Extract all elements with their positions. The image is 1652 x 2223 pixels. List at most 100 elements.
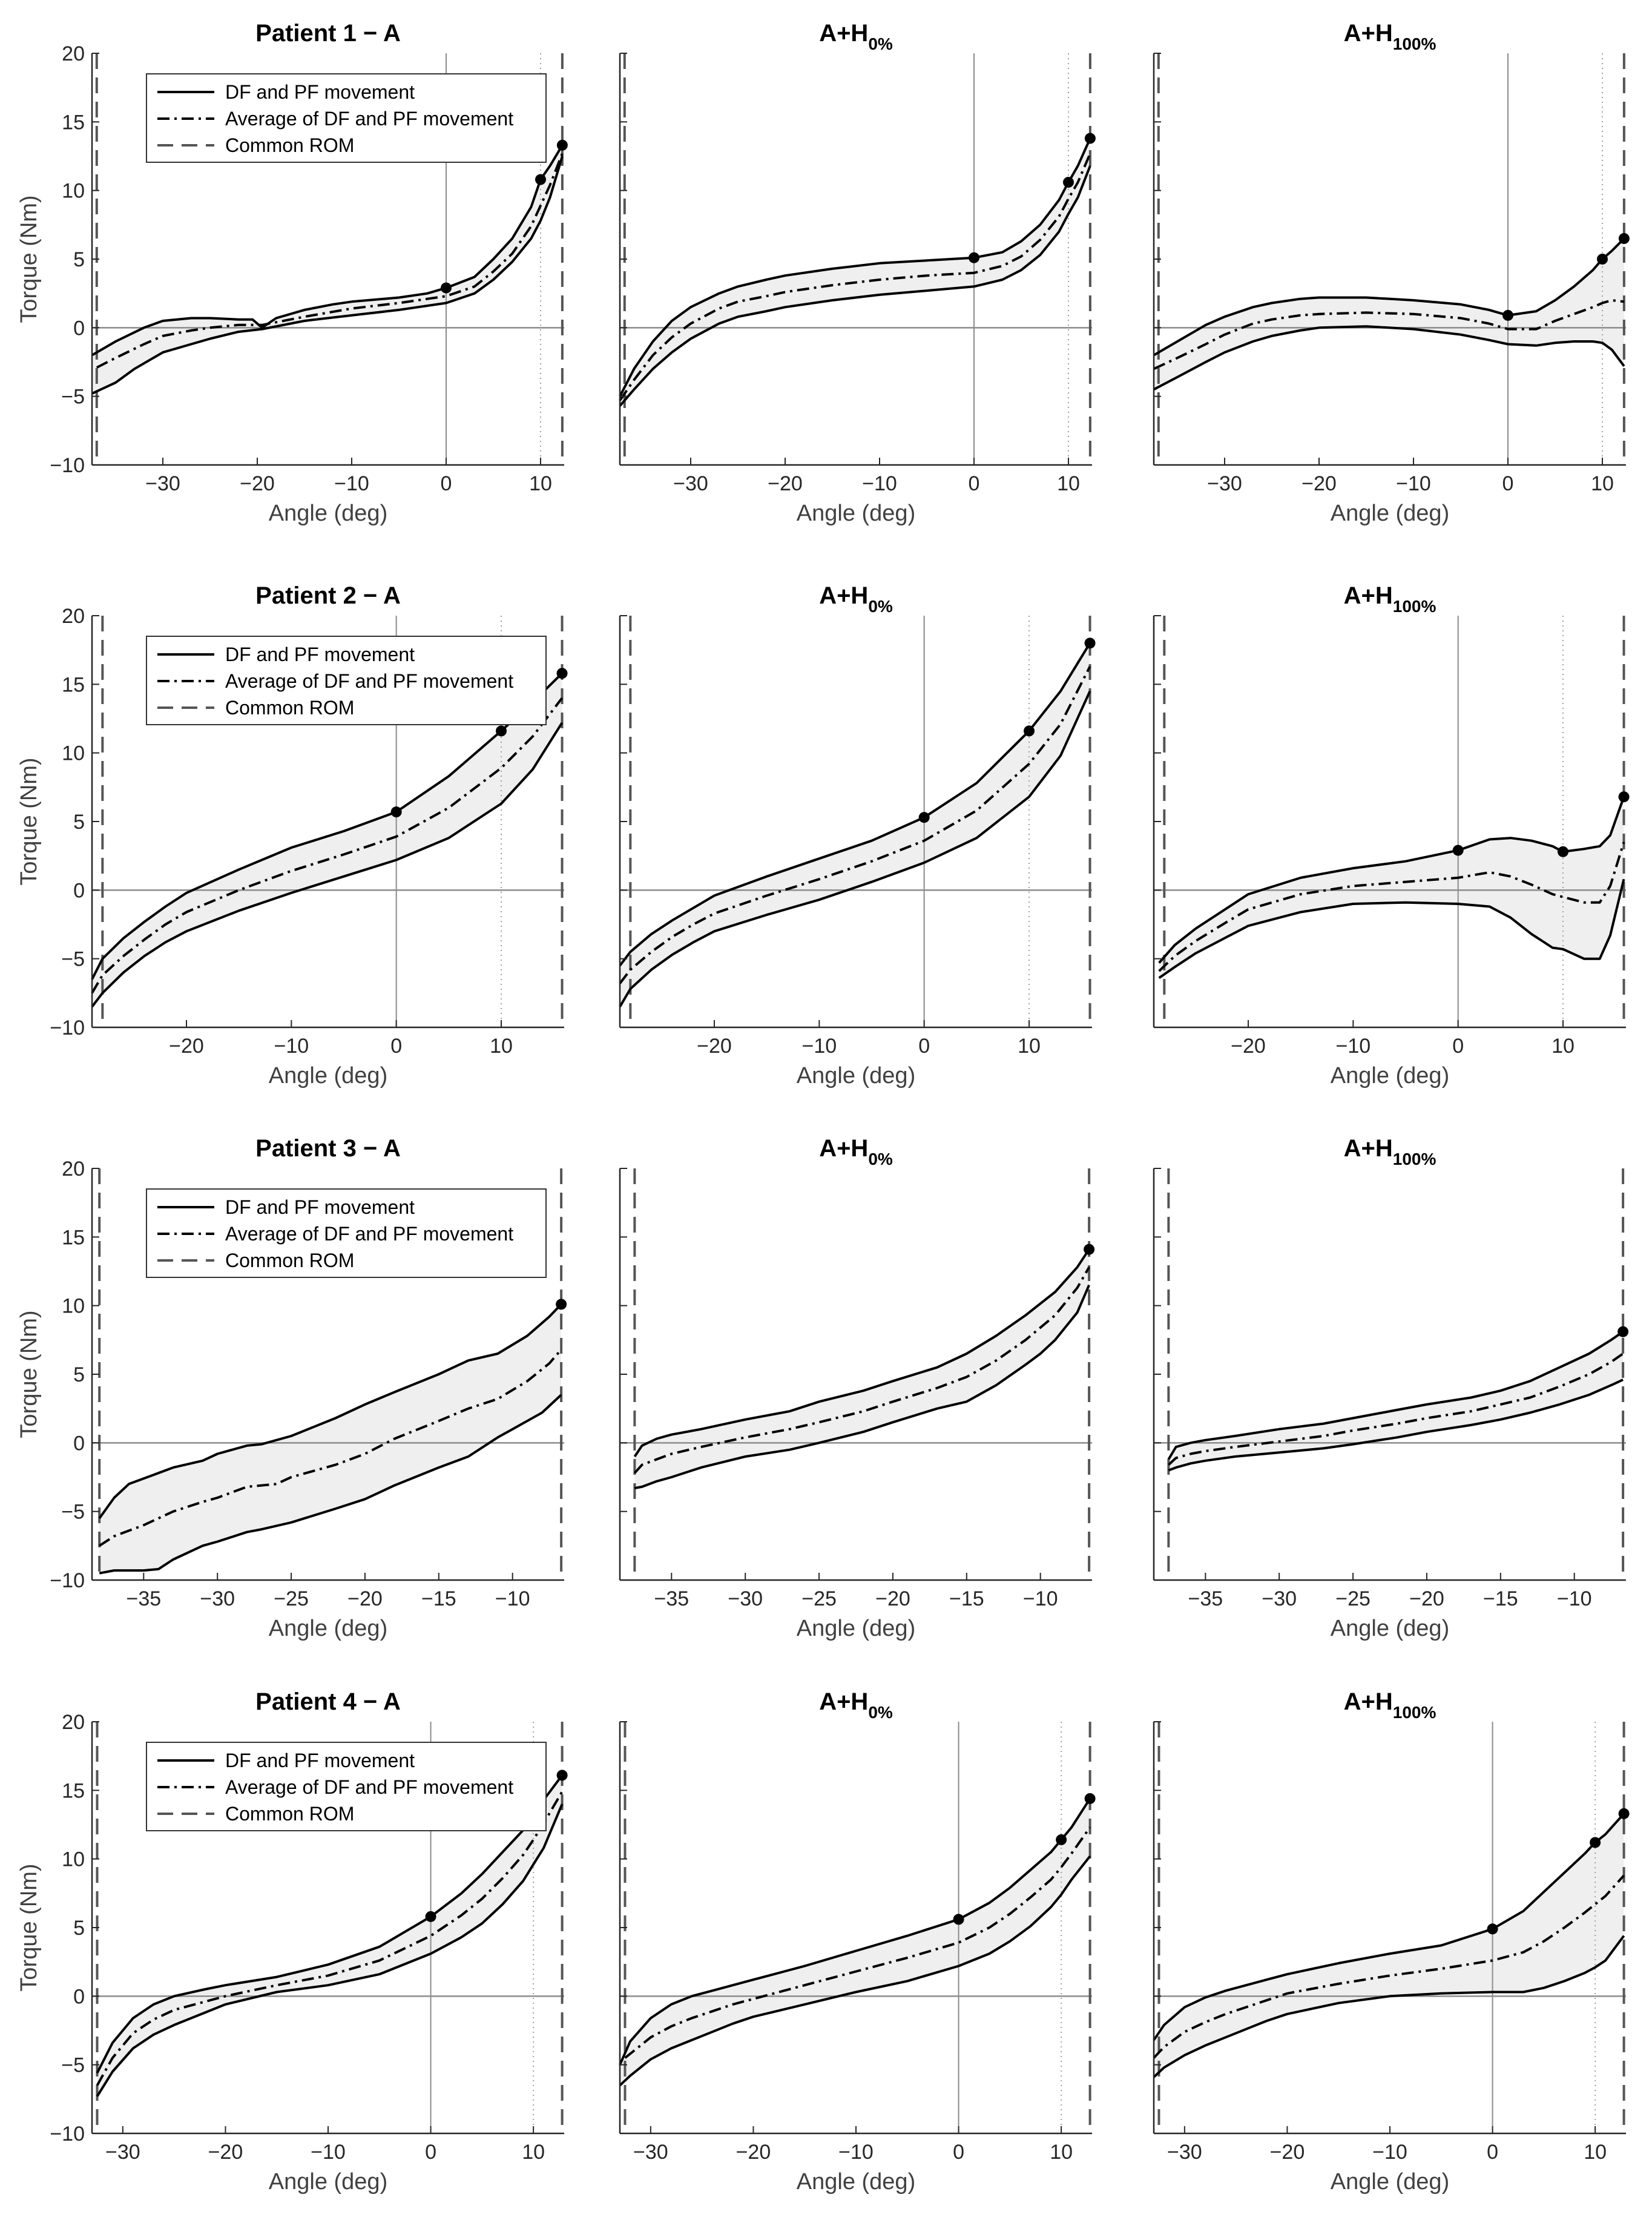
df-pf-curve-upper <box>1153 237 1625 357</box>
df-pf-curve-upper <box>1167 1331 1624 1460</box>
data-point-marker <box>556 668 568 679</box>
x-tick-label: −20 <box>208 2141 243 2164</box>
subplot-title-main: A+H <box>1344 1135 1393 1162</box>
x-tick-label: −20 <box>768 472 803 495</box>
y-axis-label: Torque (Nm) <box>16 1310 42 1438</box>
x-axis-label: Angle (deg) <box>269 1616 387 1641</box>
data-point-marker <box>1618 791 1630 803</box>
legend: DF and PF movement Average of DF and PF m… <box>146 636 547 725</box>
df-pf-curve-lower <box>619 1855 1091 2087</box>
x-axis-label: Angle (deg) <box>797 2169 915 2195</box>
subplot-title-main: A+H <box>819 1688 868 1715</box>
df-pf-curve-upper <box>633 1248 1090 1458</box>
subplot-title-main: Patient 2 − A <box>255 582 401 609</box>
data-point-marker <box>1084 1243 1095 1255</box>
data-point-marker <box>556 1770 568 1781</box>
legend-box <box>146 636 547 725</box>
y-tick-label: −10 <box>50 1016 85 1039</box>
x-tick-label: 0 <box>953 2141 964 2164</box>
y-tick-label: −5 <box>61 948 85 971</box>
x-tick-label: 10 <box>1584 2141 1607 2164</box>
data-point-marker <box>1502 309 1513 321</box>
average-curve <box>96 153 564 369</box>
x-tick-label: −10 <box>1023 1587 1058 1610</box>
shaded-region <box>1154 1813 1624 2078</box>
x-tick-label: 10 <box>1591 472 1614 495</box>
data-point-marker <box>1063 177 1074 188</box>
average-curve <box>96 1791 564 2086</box>
data-point-marker <box>1452 845 1464 856</box>
df-pf-curve-lower <box>96 1803 564 2097</box>
legend-label: DF and PF movement <box>225 644 415 665</box>
shaded-region <box>634 1249 1090 1489</box>
x-tick-label: 0 <box>918 1035 930 1058</box>
y-tick-label: −10 <box>50 454 85 477</box>
df-pf-curve-lower <box>91 722 564 1008</box>
subplot-title-subscript: 100% <box>1393 597 1436 616</box>
df-pf-curve-upper <box>1158 796 1625 964</box>
subplot-title-main: A+H <box>819 582 868 609</box>
subplot-3-2: −35 −30 −25 −20 −15 −10 Angle (deg) A+H0% <box>619 1135 1095 1641</box>
subplot-title: A+H100% <box>1344 1135 1436 1168</box>
x-tick-label: 0 <box>1487 2141 1498 2164</box>
subplot-4-2: −30 −20 −10 0 10 Angle (deg) A+H0% <box>619 1688 1096 2195</box>
x-tick-label: −20 <box>240 472 275 495</box>
y-tick-label: 0 <box>73 879 85 902</box>
y-tick-label: −5 <box>61 386 85 409</box>
x-tick-label: −20 <box>1302 472 1337 495</box>
subplot-title: A+H100% <box>1344 582 1436 616</box>
df-pf-curve-upper <box>98 1303 562 1520</box>
df-pf-curve-lower <box>1153 1935 1625 2078</box>
x-tick-label: −35 <box>1188 1587 1223 1610</box>
subplot-title: A+H0% <box>819 1135 893 1168</box>
shaded-region <box>1168 1331 1624 1470</box>
shaded-region <box>620 1798 1090 2086</box>
shaded-region <box>92 145 562 394</box>
x-tick-label: −20 <box>1270 2141 1305 2164</box>
y-tick-label: 15 <box>62 1226 85 1249</box>
data-point-marker <box>1590 1837 1601 1848</box>
legend-label: Common ROM <box>225 134 354 156</box>
x-tick-label: 0 <box>390 1035 402 1058</box>
x-tick-label: −10 <box>495 1587 530 1610</box>
legend-label: DF and PF movement <box>225 1750 415 1771</box>
shaded-region <box>620 138 1090 406</box>
average-curve <box>1153 1874 1625 2059</box>
x-axis-label: Angle (deg) <box>269 2169 387 2195</box>
x-tick-label: −10 <box>862 472 897 495</box>
df-pf-curve-upper <box>91 672 563 980</box>
subplot-2-2: −20 −10 0 10 Angle (deg) A+H0% <box>619 582 1096 1088</box>
x-axis-label: Angle (deg) <box>797 1616 915 1641</box>
x-tick-label: 10 <box>1552 1035 1575 1058</box>
x-tick-label: 0 <box>425 2141 436 2164</box>
x-tick-label: 10 <box>1050 2141 1073 2164</box>
y-axis-label: Torque (Nm) <box>16 1863 42 1991</box>
x-tick-label: −15 <box>949 1587 984 1610</box>
shaded-region <box>92 673 562 1007</box>
x-tick-label: −20 <box>1409 1587 1444 1610</box>
y-tick-label: 0 <box>73 317 85 340</box>
y-tick-label: 10 <box>62 1295 85 1318</box>
subplot-title-main: Patient 1 − A <box>255 20 401 47</box>
x-tick-label: −20 <box>347 1587 383 1610</box>
data-point-marker <box>1617 1326 1629 1337</box>
data-point-marker <box>1084 637 1096 649</box>
data-point-marker <box>556 1299 567 1310</box>
y-axis-label: Torque (Nm) <box>16 195 42 323</box>
x-tick-label: −20 <box>736 2141 771 2164</box>
subplot-title-subscript: 100% <box>1393 1703 1436 1722</box>
shaded-region <box>620 643 1090 1007</box>
data-point-marker <box>1558 846 1568 857</box>
x-tick-label: −25 <box>801 1587 837 1610</box>
x-tick-label: −30 <box>145 472 180 495</box>
x-tick-label: 10 <box>529 472 552 495</box>
subplot-title: A+H100% <box>1344 20 1436 53</box>
subplot-title: Patient 4 − A <box>255 1688 401 1715</box>
legend: DF and PF movement Average of DF and PF m… <box>146 1188 547 1278</box>
x-tick-label: −30 <box>105 2141 140 2164</box>
legend-label: Average of DF and PF movement <box>225 670 513 692</box>
x-tick-label: −10 <box>838 2141 874 2164</box>
df-pf-curve-lower <box>1158 878 1625 980</box>
